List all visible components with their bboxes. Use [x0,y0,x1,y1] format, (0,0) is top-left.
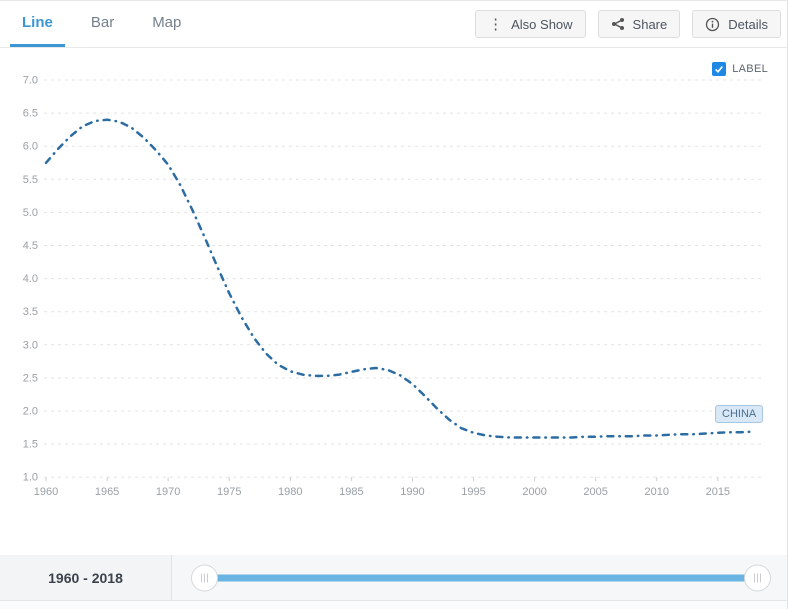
y-axis-label: 5.5 [23,174,38,186]
y-axis-label: 2.0 [23,406,38,418]
tab-line[interactable]: Line [10,1,65,47]
slider-grip-icon [754,573,755,582]
chart-type-tabbar: Line Bar Map ⋮ Also Show [0,1,787,48]
x-axis-label: 1995 [461,486,485,498]
slider-grip-icon [201,573,202,582]
time-range-slider [172,555,787,600]
x-axis-label: 2010 [645,486,669,498]
bottom-panel-edge [0,601,787,609]
x-axis-label: 1960 [34,486,58,498]
toolbar: ⋮ Also Show Share [475,1,787,47]
slider-track[interactable] [205,574,758,581]
share-button[interactable]: Share [597,10,681,38]
share-icon [611,17,625,31]
y-axis-label: 2.5 [23,372,38,384]
label-checkbox-text: LABEL [732,63,768,75]
y-axis-label: 1.0 [23,472,38,484]
x-axis-label: 1980 [278,486,302,498]
share-label: Share [632,16,668,32]
x-axis-label: 1965 [95,486,119,498]
y-axis-label: 3.0 [23,339,38,351]
y-axis-label: 4.0 [23,273,38,285]
details-label: Details [728,16,768,32]
ellipsis-vertical-icon: ⋮ [488,15,504,33]
slider-handle-start[interactable] [191,564,218,591]
y-axis-label: 3.5 [23,306,38,318]
y-axis-label: 1.5 [23,439,38,451]
y-axis-label: 4.5 [23,240,38,252]
also-show-button[interactable]: ⋮ Also Show [475,10,586,38]
y-axis-label: 7.0 [23,75,38,87]
y-axis-label: 6.5 [23,108,38,120]
tab-line-label: Line [22,14,53,31]
info-circle-icon [705,17,720,32]
x-axis-label: 1970 [156,486,180,498]
time-range-bar: 1960 - 2018 [0,555,787,601]
label-toggle: LABEL [712,62,768,76]
tab-bar[interactable]: Bar [79,1,126,47]
tab-map-label: Map [152,14,182,31]
tab-bar-label: Bar [90,14,115,31]
y-axis-label: 5.0 [23,207,38,219]
chart-area: 7.0 6.5 6.0 5.5 5.0 4.5 4.0 3.5 3.0 2.5 2.0 1.5 1.0 1… [0,48,787,555]
x-axis-label: 2005 [583,486,607,498]
time-range-label: 1960 - 2018 [0,555,172,600]
data-series-china[interactable] [44,118,756,439]
y-axis-label: 6.0 [23,141,38,153]
details-button[interactable]: Details [692,10,781,38]
slider-handle-end[interactable] [744,564,771,591]
x-axis-label: 2015 [706,486,730,498]
check-icon [715,65,724,73]
x-axis-label: 1975 [217,486,241,498]
tab-map[interactable]: Map [140,1,193,47]
x-axis-label: 1990 [400,486,424,498]
x-axis-label: 1985 [339,486,363,498]
also-show-label: Also Show [511,16,573,32]
label-checkbox[interactable] [712,62,727,76]
x-axis-label: 2000 [522,486,546,498]
series-end-tag-china: CHINA [715,405,764,423]
line-chart[interactable]: 7.0 6.5 6.0 5.5 5.0 4.5 4.0 3.5 3.0 2.5 2.0 1.5 1.0 1… [0,48,787,555]
